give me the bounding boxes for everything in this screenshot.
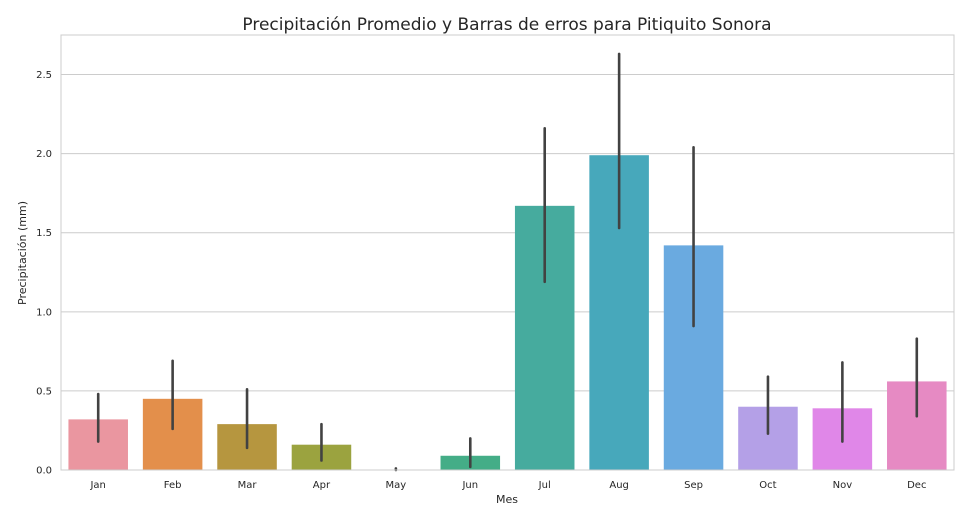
y-tick-label: 0.0 [36, 466, 52, 477]
y-tick-labels: 0.0 0.5 1.0 1.5 2.0 2.5 [36, 70, 52, 476]
y-tick-label: 2.0 [36, 149, 52, 160]
x-tick-label: Feb [164, 480, 182, 491]
x-tick-label: Sep [684, 480, 703, 491]
x-tick-label: Mar [238, 480, 258, 491]
x-tick-label: May [386, 480, 407, 491]
y-axis-label: Precipitación (mm) [16, 201, 29, 305]
bars [68, 155, 947, 470]
x-tick-label: Jan [89, 480, 105, 491]
x-tick-labels: Jan Feb Mar Apr May Jun Jul Aug Sep Oct Nov Dec [89, 480, 926, 491]
x-tick-label: Apr [313, 480, 331, 491]
x-tick-label: Aug [609, 480, 629, 491]
error-bars [96, 52, 919, 472]
x-tick-label: Jul [538, 480, 551, 491]
x-axis-label: Mes [496, 493, 518, 506]
y-tick-label: 2.5 [36, 70, 52, 81]
y-tick-label: 0.5 [36, 386, 52, 397]
x-tick-label: Oct [759, 480, 776, 491]
chart-title: Precipitación Promedio y Barras de erros… [242, 15, 771, 35]
x-tick-label: Dec [907, 480, 926, 491]
y-tick-label: 1.5 [36, 228, 52, 239]
x-tick-label: Jun [461, 480, 478, 491]
plot-frame [60, 34, 955, 471]
y-tick-label: 1.0 [36, 307, 52, 318]
x-tick-label: Nov [833, 480, 853, 491]
